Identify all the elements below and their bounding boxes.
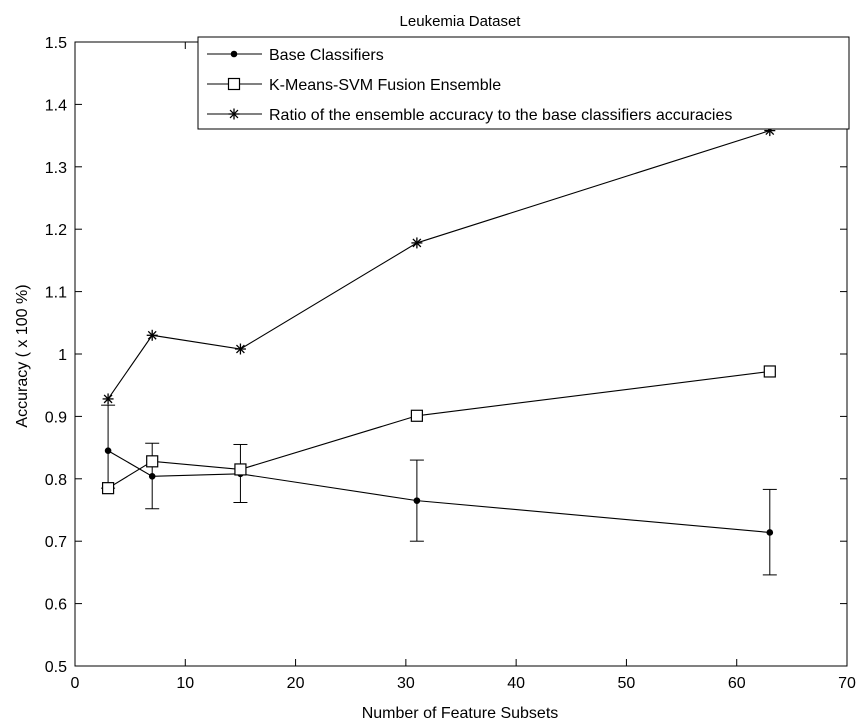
- y-tick-label: 1.2: [45, 222, 67, 239]
- data-point-dot: [766, 529, 774, 536]
- axes-box: [74, 41, 848, 667]
- x-tick-label: 40: [507, 675, 525, 692]
- y-tick-label: 0.6: [45, 597, 67, 614]
- legend-label: Base Classifiers: [269, 47, 384, 64]
- data-point-asterisk: [234, 343, 246, 355]
- series-1: [101, 365, 776, 495]
- x-axis-title: Number of Feature Subsets: [362, 705, 559, 722]
- asterisk-stroke: [236, 344, 245, 354]
- data-point-dot: [230, 50, 238, 58]
- x-tick-label: 70: [838, 675, 856, 692]
- data-point-asterisk: [228, 108, 240, 120]
- data-point-dot: [413, 497, 421, 504]
- legend-box: [197, 36, 850, 130]
- data-point-square: [101, 482, 115, 495]
- y-axis-title: Accuracy ( x 100 %): [14, 284, 31, 427]
- y-tick-label: 0.7: [45, 534, 67, 551]
- asterisk-stroke: [412, 238, 422, 248]
- data-point-square: [227, 77, 241, 91]
- series-line: [107, 130, 770, 400]
- data-point-square: [146, 455, 159, 468]
- x-tick-label: 30: [397, 675, 415, 692]
- data-point-asterisk: [146, 329, 158, 341]
- plot-area: 0 10 20 30 40 50 60 70 0.5 0.6 0.7 0.8 0.9 1 1.1 1.2 1.3…: [45, 35, 856, 692]
- series-2: [102, 125, 776, 405]
- series-line: [107, 450, 770, 534]
- y-tick-label: 0.5: [45, 659, 67, 676]
- asterisk-stroke: [229, 109, 239, 119]
- data-point-asterisk: [102, 393, 114, 405]
- series-line: [107, 370, 770, 489]
- x-tick-label: 50: [618, 675, 636, 692]
- y-tick-label: 0.8: [45, 472, 67, 489]
- legend-label: K-Means-SVM Fusion Ensemble: [269, 77, 501, 94]
- y-tick-label: 1: [58, 347, 67, 364]
- data-point-square: [410, 409, 423, 422]
- data-point-dot: [104, 447, 112, 455]
- asterisk-stroke: [103, 394, 113, 404]
- asterisk-stroke: [147, 330, 157, 340]
- x-tick-label: 20: [287, 675, 305, 692]
- data-point-asterisk: [411, 237, 423, 249]
- y-tick-label: 1.1: [45, 285, 67, 302]
- legend-label: Ratio of the ensemble accuracy to the ba…: [269, 107, 732, 124]
- x-tick-label: 10: [176, 675, 194, 692]
- y-tick-label: 1.5: [45, 35, 67, 52]
- x-tick-label: 0: [71, 675, 80, 692]
- y-tick-label: 1.3: [45, 160, 67, 177]
- data-point-dot: [148, 473, 156, 480]
- legend: Base Classifiers K-Means-SVM Fusion Ensem…: [197, 36, 850, 130]
- series-0: [101, 404, 777, 576]
- data-point-square: [234, 463, 247, 476]
- data-point-square: [763, 365, 776, 378]
- y-tick-label: 0.9: [45, 409, 67, 426]
- y-tick-label: 1.4: [45, 97, 67, 114]
- chart-title: Leukemia Dataset: [400, 13, 522, 30]
- x-tick-label: 60: [728, 675, 746, 692]
